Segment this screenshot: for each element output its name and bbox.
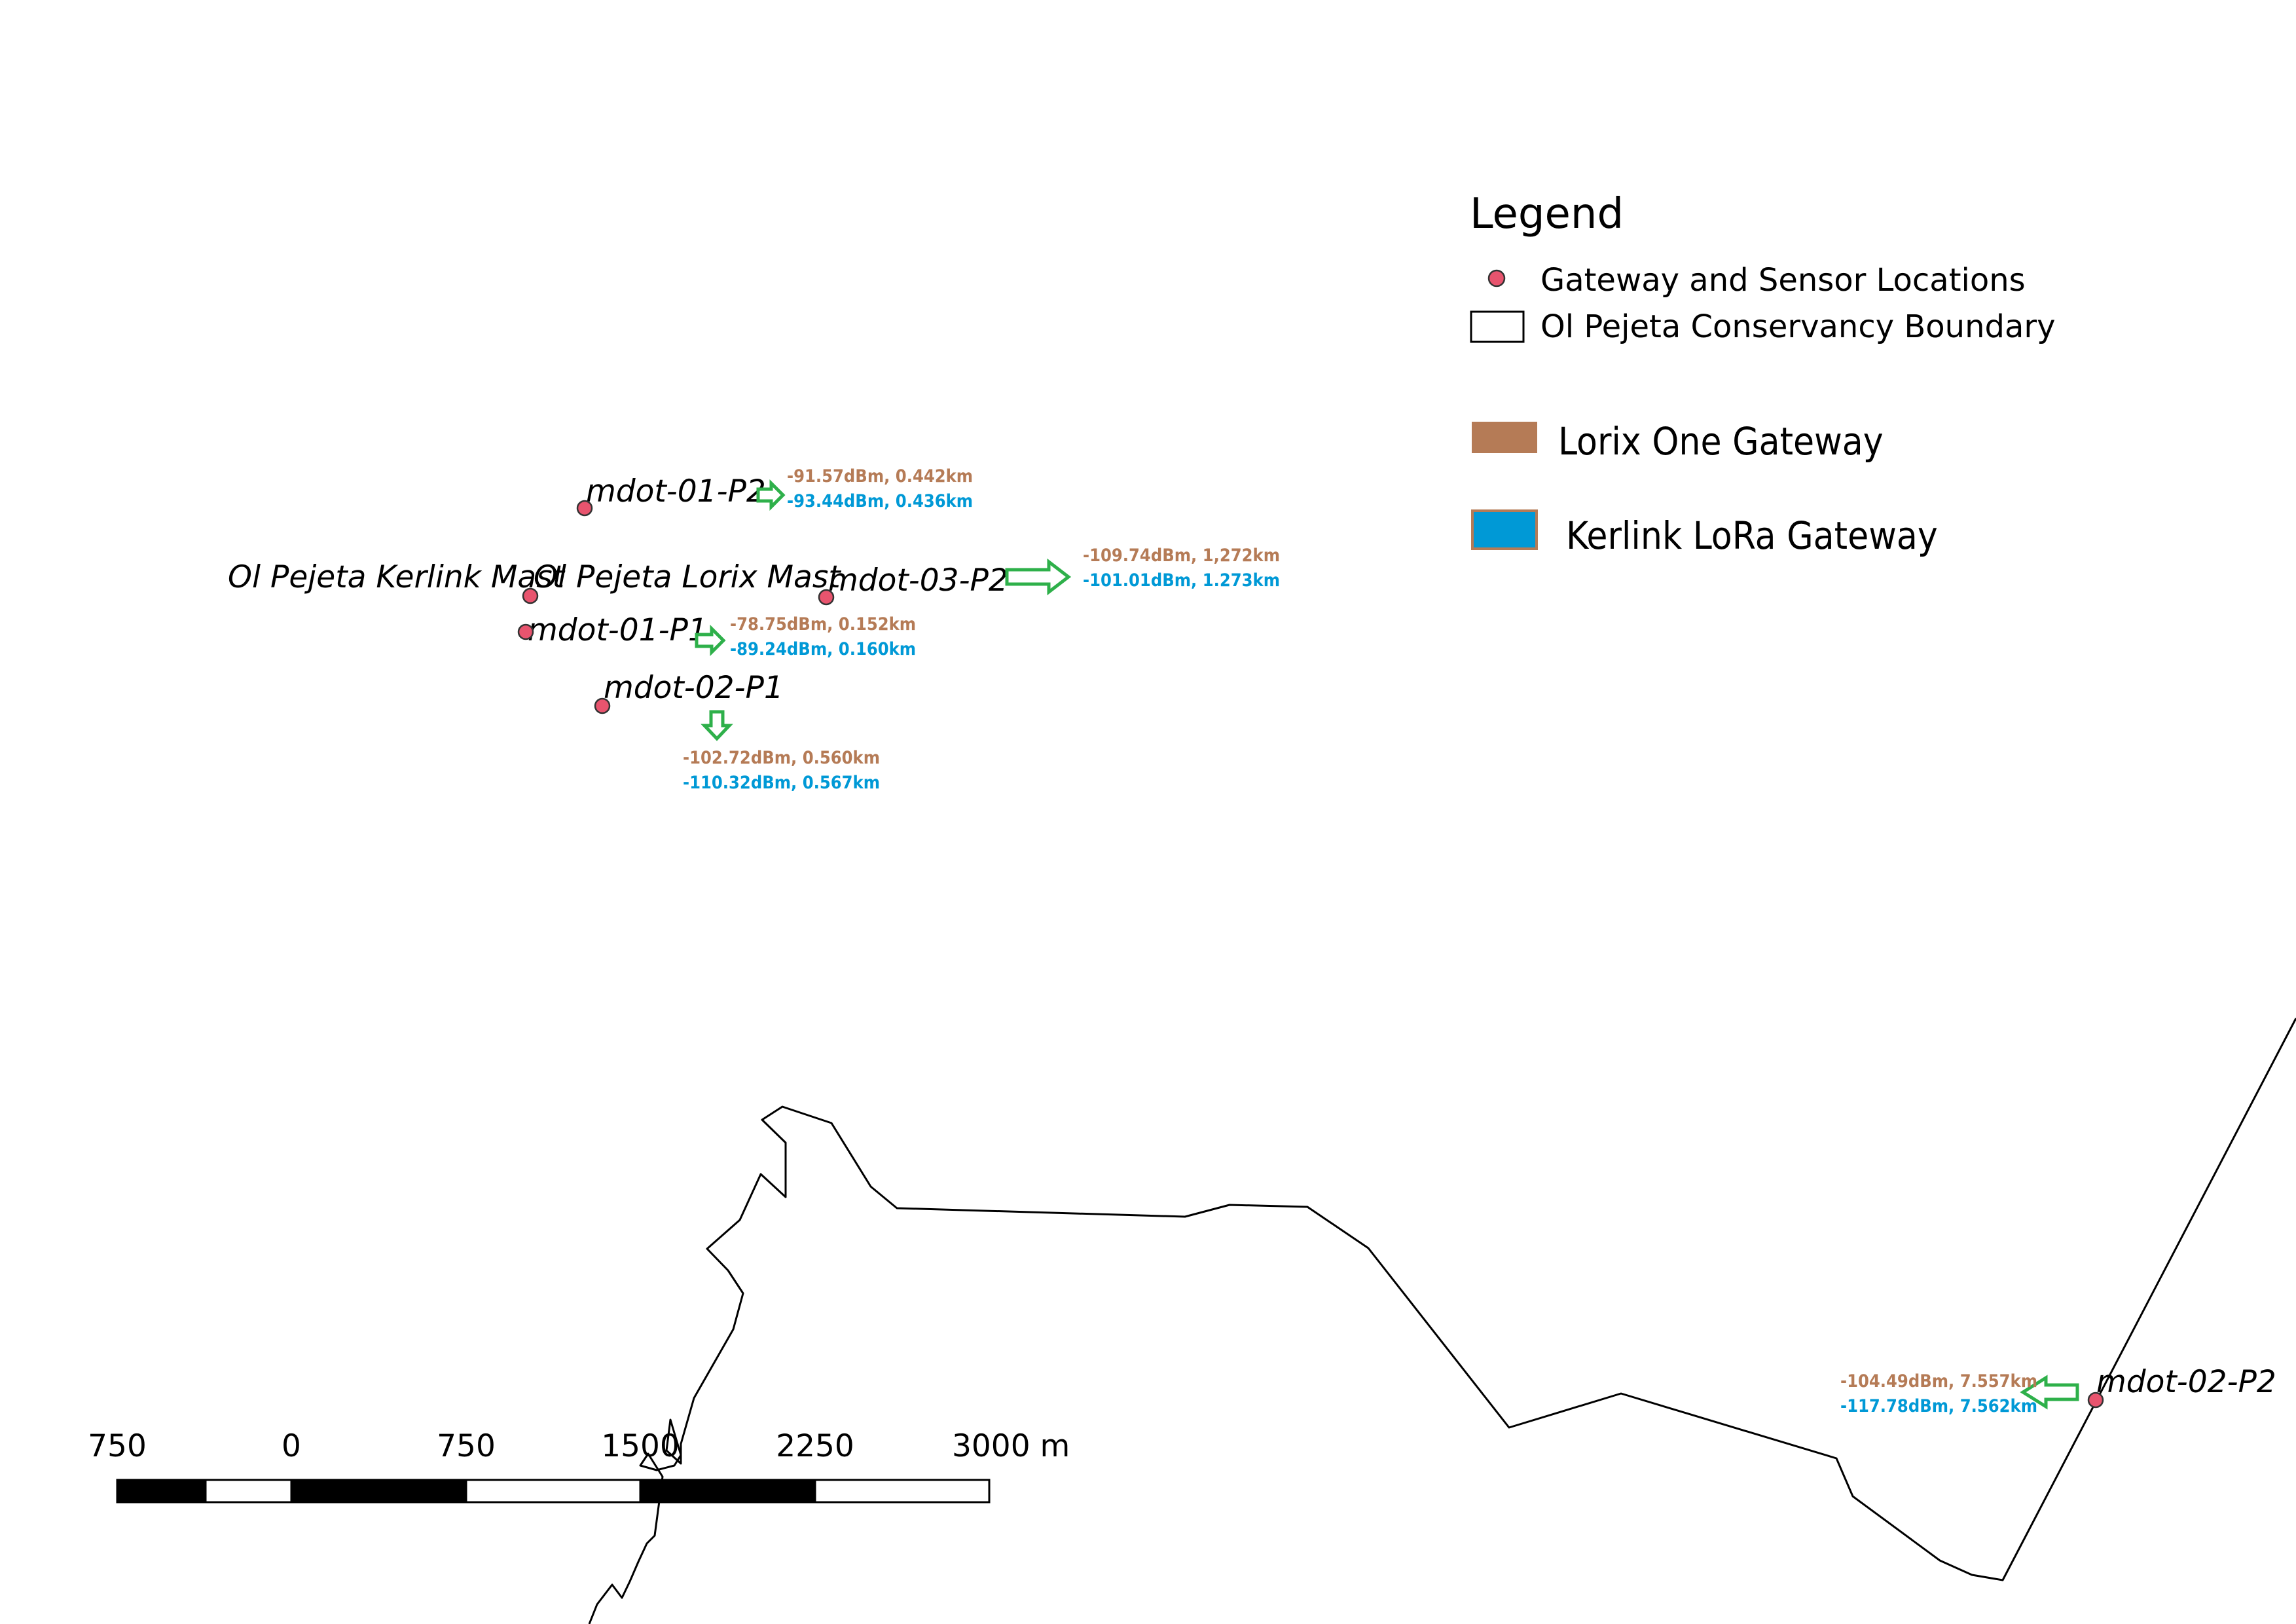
signal-kerlink-mdot-01-p1: -89.24dBm, 0.160km [730, 639, 916, 659]
legend-item-lorix: Lorix One Gateway [1558, 419, 1884, 464]
arrow-left-icon [2020, 1375, 2079, 1410]
boundary-box-icon [1470, 310, 1525, 343]
scale-tick-label: 1500 [601, 1428, 680, 1464]
legend: Legend Gateway and Sensor Locations Ol P… [1470, 190, 2056, 558]
scale-bar: 750 0 750 1500 2250 3000 m [88, 1428, 1070, 1504]
site-label-mdot-03-p2: mdot-03-P2 [828, 563, 1008, 599]
legend-item-kerlink: Kerlink LoRa Gateway [1566, 513, 1938, 558]
arrow-right-icon [695, 624, 726, 657]
site-point-mdot-02-p1 [594, 697, 611, 714]
conservancy-boundary [588, 1018, 2296, 1624]
scale-tick-label: 750 [437, 1428, 496, 1464]
boundary-line-main [588, 1018, 2296, 1624]
signal-lorix-mdot-01-p2: -91.57dBm, 0.442km [787, 466, 973, 487]
signal-lorix-mdot-03-p2: -109.74dBm, 1,272km [1083, 545, 1280, 566]
scale-segment [204, 1479, 293, 1504]
signal-kerlink-mdot-02-p2: -117.78dBm, 7.562km [1840, 1396, 2037, 1416]
site-label-mdot-02-p1: mdot-02-P1 [604, 670, 784, 706]
scale-tick-label: 750 [88, 1428, 147, 1464]
arrow-right-icon [756, 479, 786, 511]
site-point-mdot-02-p2 [2087, 1392, 2104, 1409]
site-label-kerlink-mast: Ol Pejeta Kerlink Mast [228, 559, 566, 595]
scale-tick-label: 2250 [776, 1428, 854, 1464]
brown-swatch-icon [1472, 422, 1537, 453]
site-label-mdot-02-p2: mdot-02-P2 [2096, 1364, 2276, 1400]
scale-tick-label: 0 [282, 1428, 301, 1464]
site-point-kerlink-mast [522, 587, 539, 604]
signal-lorix-mdot-02-p1: -102.72dBm, 0.560km [683, 748, 880, 768]
signal-lorix-mdot-01-p1: -78.75dBm, 0.152km [730, 614, 916, 635]
site-points [517, 500, 2104, 1409]
legend-item-locations: Gateway and Sensor Locations [1540, 262, 2026, 299]
scale-segment [465, 1479, 642, 1504]
arrow-right-icon [1005, 558, 1072, 596]
site-label-mdot-01-p2: mdot-01-P2 [586, 473, 766, 509]
signal-lorix-mdot-02-p2: -104.49dBm, 7.557km [1840, 1371, 2037, 1392]
pink-dot-icon [1487, 269, 1506, 287]
signal-arrows [695, 479, 2079, 1410]
blue-swatch-icon [1471, 509, 1538, 550]
site-label-mdot-01-p1: mdot-01-P1 [528, 612, 708, 648]
scale-segment [116, 1479, 207, 1504]
signal-kerlink-mdot-03-p2: -101.01dBm, 1.273km [1083, 570, 1280, 591]
site-point-mdot-01-p1 [517, 623, 534, 640]
site-labels: mdot-01-P2 Ol Pejeta Kerlink Mast Ol Pej… [228, 473, 2276, 1400]
legend-item-boundary: Ol Pejeta Conservancy Boundary [1540, 308, 2056, 345]
site-label-lorix-mast: Ol Pejeta Lorix Mast [534, 559, 841, 595]
scale-segment [290, 1479, 467, 1504]
site-point-mdot-01-p2 [576, 500, 593, 517]
scale-segment [639, 1479, 816, 1504]
scale-segment [814, 1479, 991, 1504]
signal-annotations: -91.57dBm, 0.442km -93.44dBm, 0.436km -1… [683, 466, 2037, 1416]
legend-title: Legend [1470, 190, 1624, 238]
signal-kerlink-mdot-02-p1: -110.32dBm, 0.567km [683, 773, 880, 793]
site-point-mdot-03-p2 [818, 589, 835, 606]
arrow-down-icon [701, 710, 733, 741]
signal-kerlink-mdot-01-p2: -93.44dBm, 0.436km [787, 491, 973, 511]
scale-tick-label: 3000 m [952, 1428, 1070, 1464]
